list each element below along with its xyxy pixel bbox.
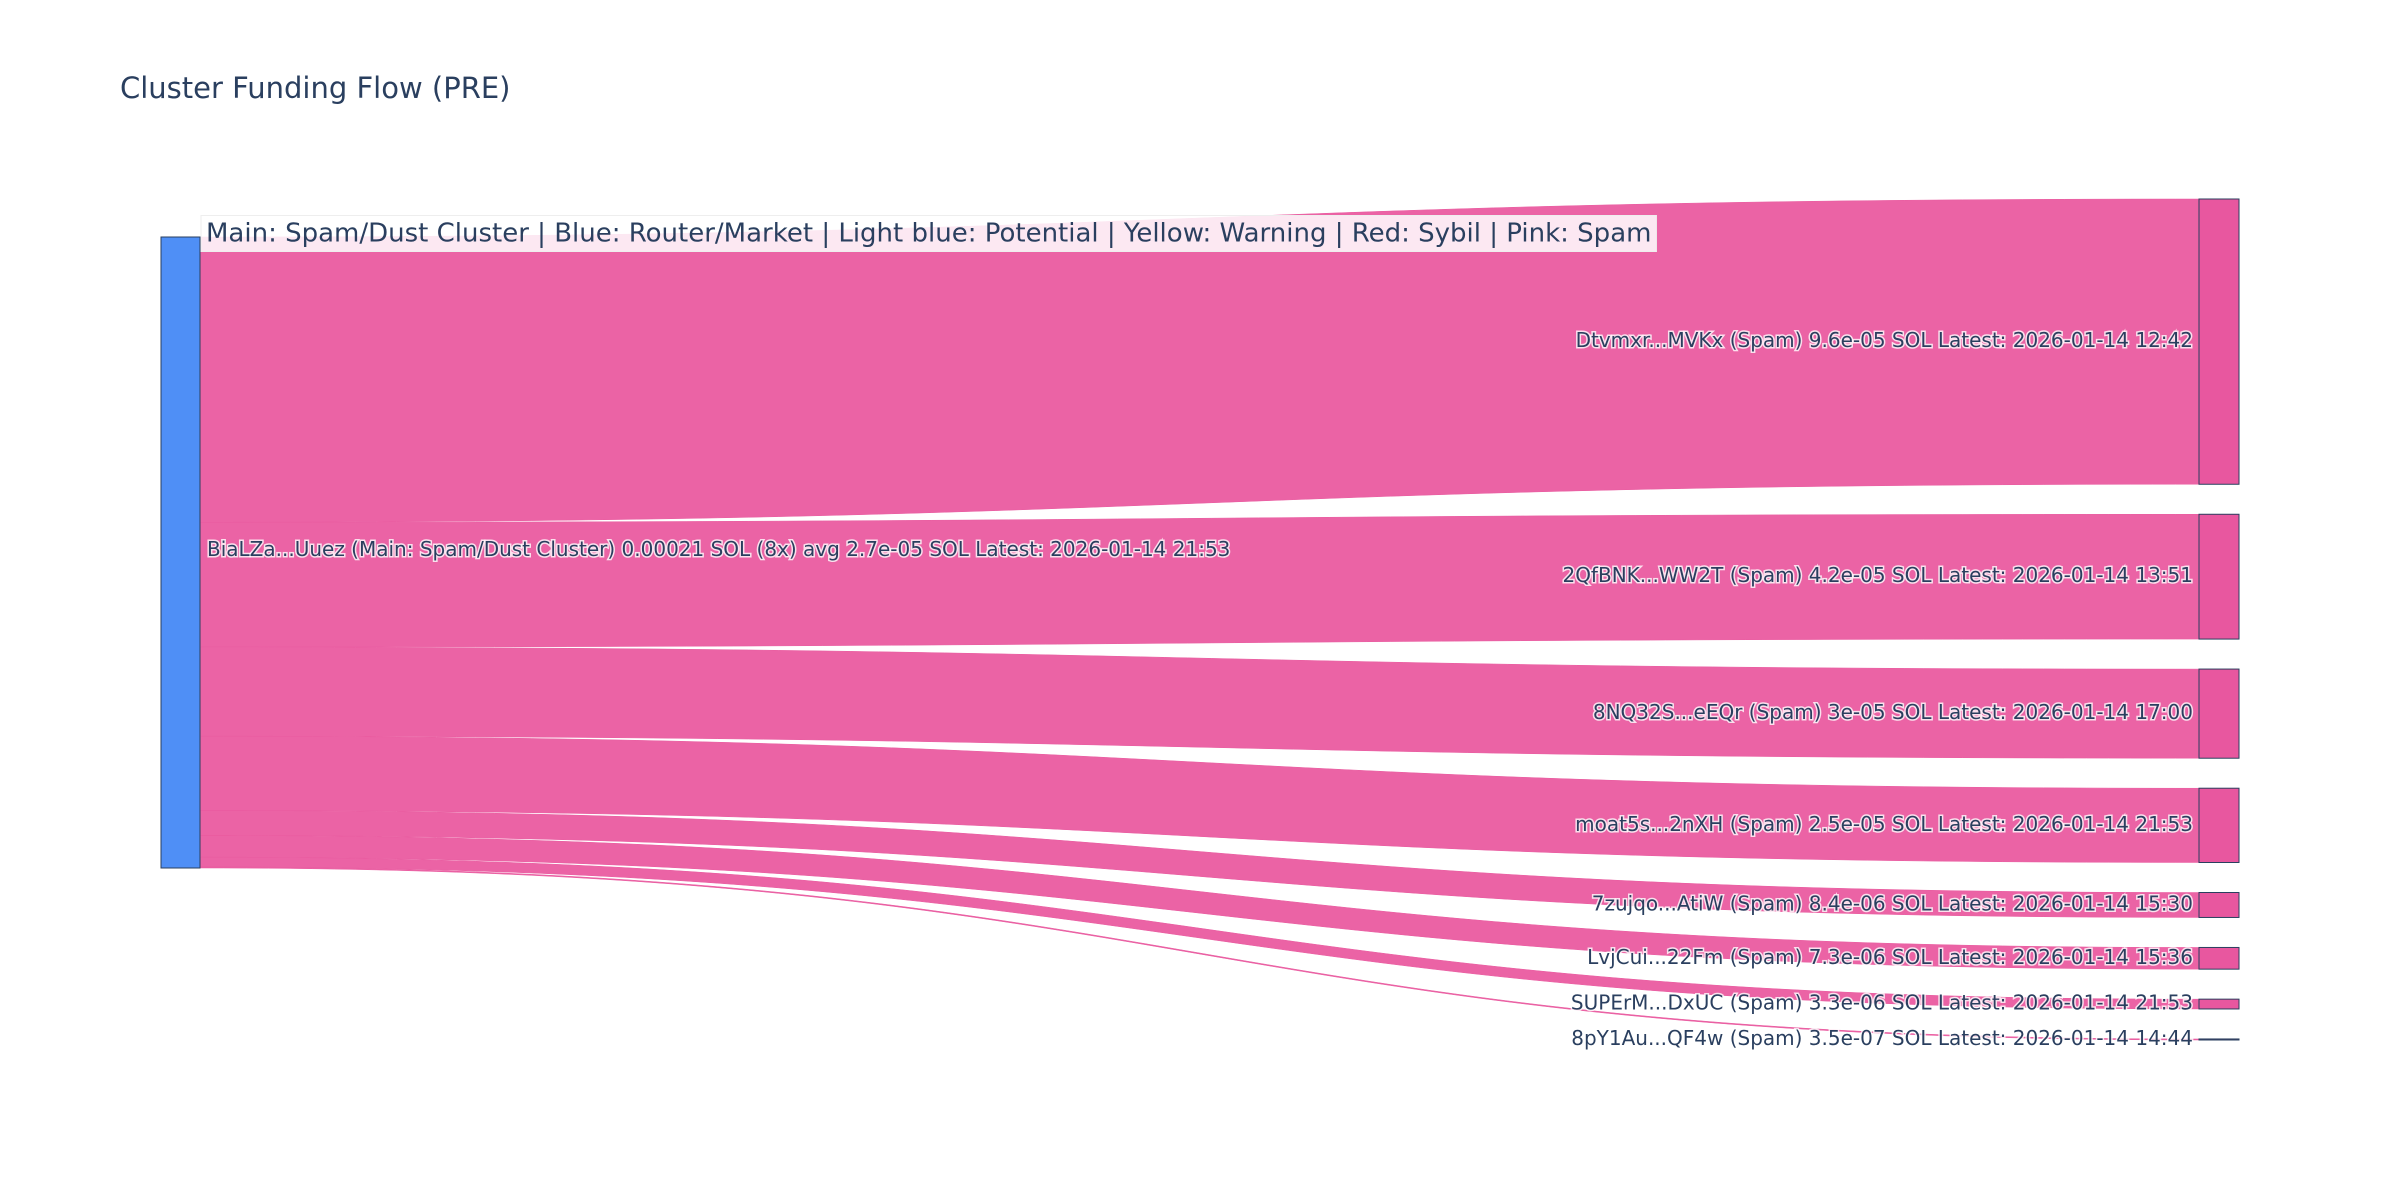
target-node	[2198, 787, 2240, 864]
target-label: moat5s...2nXH (Spam) 2.5e-05 SOL Latest:…	[1575, 812, 2193, 836]
source-label: BiaLZa...Uuez (Main: Spam/Dust Cluster) …	[207, 537, 1230, 561]
annotation: Main: Spam/Dust Cluster | Blue: Router/M…	[206, 219, 1651, 249]
target-node	[2198, 513, 2240, 640]
target-node	[2198, 892, 2240, 918]
annotation-box	[200, 215, 1657, 252]
target-node	[2198, 668, 2240, 759]
target-label: 7zujqo...AtiW (Spam) 8.4e-06 SOL Latest:…	[1592, 891, 2193, 915]
target-node	[2198, 198, 2240, 485]
target-node	[2198, 946, 2240, 970]
target-label: SUPErM...DxUC (Spam) 3.3e-06 SOL Latest:…	[1571, 991, 2193, 1015]
target-node	[2198, 1038, 2240, 1041]
target-node	[2198, 998, 2240, 1010]
links	[199, 198, 2200, 1041]
target-label: 2QfBNK...WW2T (Spam) 4.2e-05 SOL Latest:…	[1562, 563, 2193, 587]
target-label: LvjCui...22Fm (Spam) 7.3e-06 SOL Latest:…	[1587, 945, 2193, 969]
target-label: Dtvmxr...MVKx (Spam) 9.6e-05 SOL Latest:…	[1576, 328, 2193, 352]
target-label: 8NQ32S...eEQr (Spam) 3e-05 SOL Latest: 2…	[1593, 700, 2193, 724]
chart-title: Cluster Funding Flow (PRE)	[120, 71, 510, 105]
labels: BiaLZa...Uuez (Main: Spam/Dust Cluster) …	[206, 327, 2195, 1052]
nodes	[160, 198, 2240, 1041]
source-node	[160, 236, 201, 869]
target-label: 8pY1Au...QF4w (Spam) 3.5e-07 SOL Latest:…	[1571, 1026, 2193, 1050]
link	[199, 856, 2200, 1010]
